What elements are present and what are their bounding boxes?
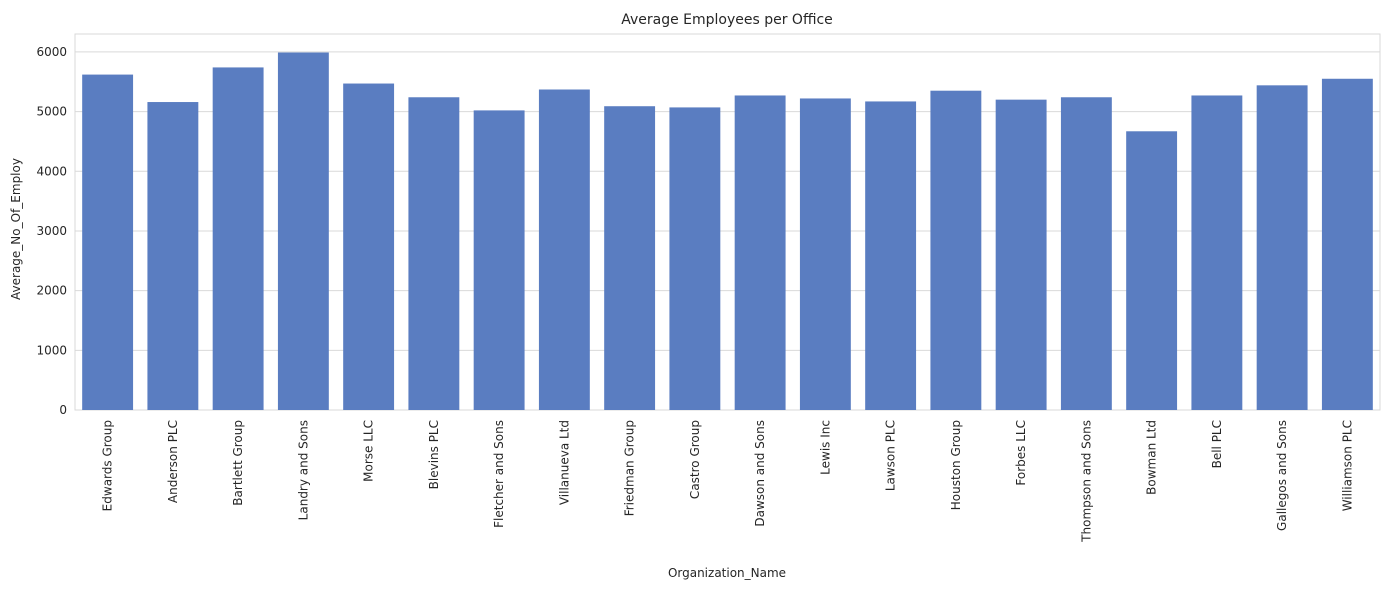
bar: [995, 99, 1047, 411]
y-tick-labels: 0 1000 2000 3000 4000 5000 6000: [36, 45, 67, 417]
x-tick-label: Williamson PLC: [1340, 420, 1354, 511]
y-tick-label: 3000: [36, 224, 67, 238]
y-tick-label: 6000: [36, 45, 67, 59]
x-tick-label: Blevins PLC: [427, 420, 441, 489]
bar: [734, 95, 786, 410]
x-tick-label: Landry and Sons: [296, 420, 310, 520]
bar: [1191, 95, 1243, 410]
x-tick-label: Dawson and Sons: [753, 420, 767, 527]
x-tick-label: Bell PLC: [1210, 420, 1224, 468]
y-tick-label: 1000: [36, 343, 67, 357]
y-tick-label: 5000: [36, 105, 67, 119]
plot-frame: [74, 33, 1381, 411]
x-tick-label: Bartlett Group: [231, 420, 245, 506]
bar: [669, 107, 721, 411]
x-tick-label: Castro Group: [688, 420, 702, 499]
bar: [1321, 78, 1373, 410]
x-tick-label: Friedman Group: [623, 420, 637, 516]
x-tick-label: Edwards Group: [101, 420, 115, 511]
bar: [473, 110, 525, 411]
x-tick-label: Gallegos and Sons: [1275, 420, 1289, 531]
chart-title: Average Employees per Office: [621, 12, 833, 28]
bar: [1256, 85, 1308, 411]
x-tick-label: Villanueva Ltd: [557, 420, 571, 505]
x-tick-label: Morse LLC: [362, 420, 376, 482]
bar: [343, 83, 395, 411]
x-axis-label: Organization_Name: [668, 566, 786, 580]
bar: [408, 97, 460, 410]
bar: [147, 102, 199, 411]
bar: [930, 90, 982, 410]
bar: [1126, 131, 1178, 411]
x-tick-label: Forbes LLC: [1014, 420, 1028, 486]
y-tick-label: 0: [59, 403, 67, 417]
grid-lines: [74, 33, 1381, 411]
x-tick-label: Fletcher and Sons: [492, 420, 506, 528]
bar: [1060, 97, 1112, 410]
x-tick-labels: Edwards Group Anderson PLC Bartlett Group L…: [101, 420, 1355, 543]
x-tick-label: Houston Group: [949, 420, 963, 510]
bar: [604, 106, 656, 410]
x-tick-label: Lewis Inc: [818, 420, 832, 475]
bar: [799, 98, 851, 410]
bar: [82, 74, 134, 410]
y-tick-label: 2000: [36, 284, 67, 298]
x-tick-label: Bowman Ltd: [1145, 420, 1159, 495]
bars: [82, 52, 1373, 411]
y-axis-label: Average_No_Of_Employ: [9, 158, 23, 300]
x-tick-label: Thompson and Sons: [1079, 420, 1093, 543]
bar: [538, 89, 590, 410]
x-tick-label: Anderson PLC: [166, 420, 180, 503]
bar: [277, 52, 329, 410]
bar: [212, 67, 264, 410]
y-tick-label: 4000: [36, 164, 67, 178]
x-tick-label: Lawson PLC: [884, 420, 898, 491]
bar: [865, 101, 917, 410]
